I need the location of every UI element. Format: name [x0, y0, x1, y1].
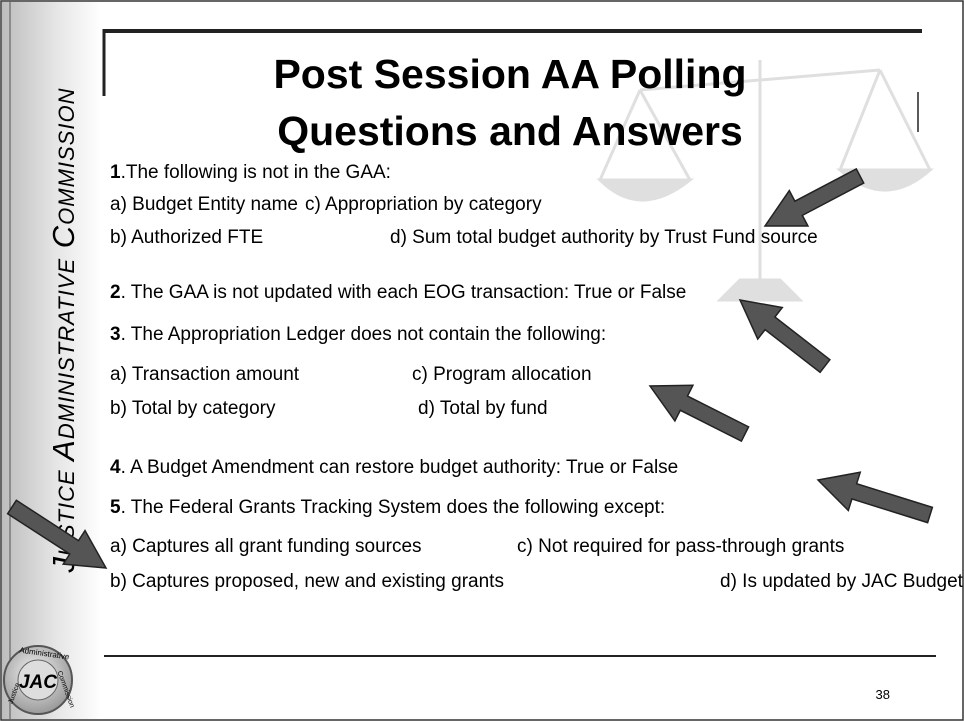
question: 3. The Appropriation Ledger does not con… [110, 324, 606, 345]
question-number: 5 [110, 497, 121, 518]
question: 5. The Federal Grants Tracking System do… [110, 497, 665, 518]
arrow [648, 384, 750, 443]
answer-option: d) Sum total budget authority by Trust F… [390, 227, 818, 248]
question-number: 3 [110, 324, 121, 345]
arrow [6, 499, 108, 569]
title-line: Post Session AA Polling [273, 51, 746, 97]
answer-option: c) Not required for pass-through grants [517, 536, 844, 557]
question-text: .The following is not in the GAA: [121, 162, 391, 183]
answer-option: d) Total by fund [418, 398, 548, 419]
answer-option: c) Program allocation [412, 364, 592, 385]
answer-option: b) Authorized FTE [110, 227, 263, 248]
logo: JAC Administrative Commission Justice [3, 645, 75, 715]
scale-watermark [596, 60, 934, 302]
question-text: . The Appropriation Ledger does not cont… [121, 324, 607, 345]
questions: 1.The following is not in the GAA: a) Bud… [110, 162, 964, 592]
question-text: . The GAA is not updated with each EOG t… [121, 282, 687, 303]
question: 1.The following is not in the GAA: [110, 162, 391, 183]
title-line: Questions and Answers [277, 108, 743, 154]
question-text: . The Federal Grants Tracking System doe… [121, 497, 666, 518]
arrows [6, 167, 934, 569]
answer-option: a) Captures all grant funding sources [110, 536, 422, 557]
question-number: 4 [110, 457, 121, 478]
question-number: 2 [110, 282, 121, 303]
question-number: 1 [110, 162, 121, 183]
question: 2. The GAA is not updated with each EOG … [110, 282, 686, 303]
arrow [738, 299, 831, 374]
page-number: 38 [876, 687, 890, 702]
answer-option: d) Is updated by JAC Budget Office [720, 571, 964, 592]
answer-option: a) Transaction amount [110, 364, 300, 385]
answer-option: b) Captures proposed, new and existing g… [110, 571, 504, 592]
question-text: . A Budget Amendment can restore budget … [121, 457, 679, 478]
arrow [763, 167, 865, 227]
logo-text: JAC [19, 672, 57, 693]
question: 4. A Budget Amendment can restore budget… [110, 457, 678, 478]
sidebar-text: Justice Administrative Commission [46, 88, 81, 574]
arrow [816, 471, 934, 524]
answer-option: a) Budget Entity name [110, 194, 298, 215]
answer-option: b) Total by category [110, 398, 276, 419]
answer-option: c) Appropriation by category [305, 194, 542, 215]
sidebar [2, 2, 102, 719]
